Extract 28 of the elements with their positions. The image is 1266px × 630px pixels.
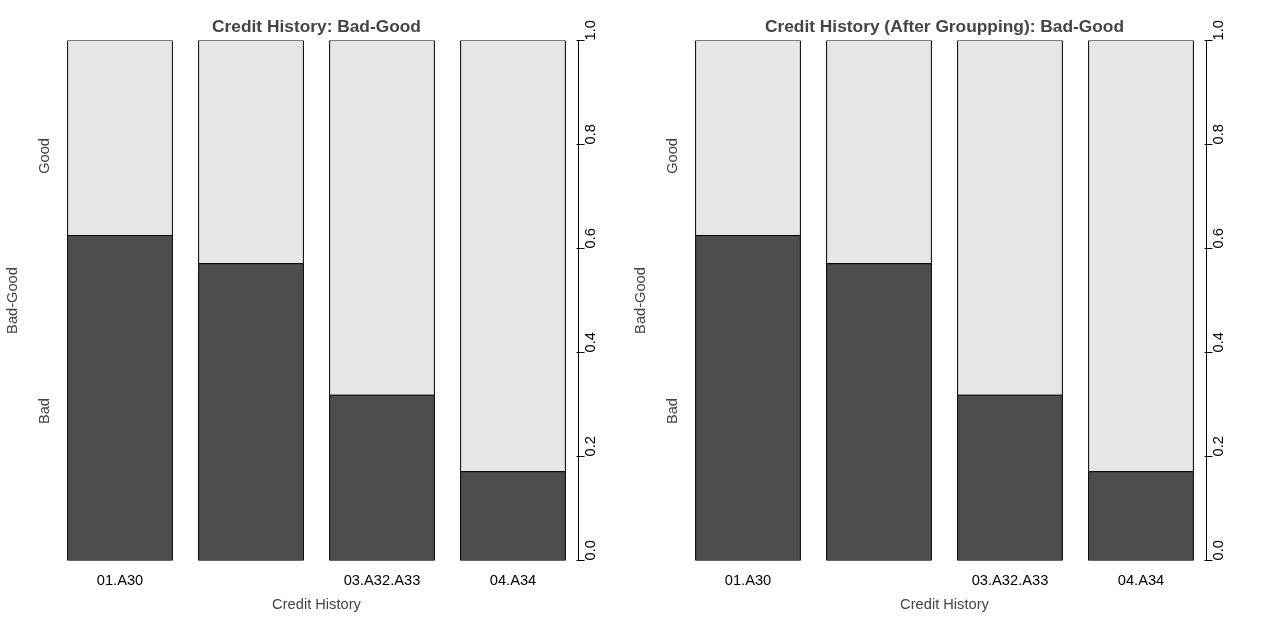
x-tick-label: 04.A34: [489, 571, 537, 588]
y-tick-label: 0.0: [1209, 540, 1226, 561]
y-tick-label: 0.2: [581, 436, 598, 457]
x-tick-label: 01.A30: [96, 571, 144, 588]
y-tick-label: 0.2: [1209, 436, 1226, 457]
x-axis-title: Credit History: [272, 595, 362, 612]
y-tick-label: 0.8: [1209, 124, 1226, 145]
y-tick-label: 0.4: [581, 332, 598, 353]
y-axis-title: Bad-Good: [631, 267, 648, 334]
x-axis-title: Credit History: [900, 595, 990, 612]
chart-title: Credit History (After Groupping): Bad-Good: [764, 15, 1125, 36]
y-tick-label: 0.6: [1209, 228, 1226, 249]
x-tick-label: 03.A32.A33: [343, 571, 421, 588]
y-tick-label: 0.0: [581, 540, 598, 561]
x-tick-label: 01.A30: [724, 571, 772, 588]
y-tick-label: 1.0: [581, 20, 598, 41]
x-tick-label: 03.A32.A33: [971, 571, 1049, 588]
text: Bad: [663, 398, 680, 425]
y-tick-label: 0.4: [1209, 332, 1226, 353]
text: Bad: [35, 398, 52, 425]
chart-title: Credit History: Bad-Good: [212, 15, 421, 36]
y-axis-title: Bad-Good: [3, 267, 20, 334]
x-tick-label: 04.A34: [1117, 571, 1165, 588]
y-tick-label: 1.0: [1209, 20, 1226, 41]
text: Good: [35, 137, 52, 174]
y-tick-label: 0.8: [581, 124, 598, 145]
text: Good: [663, 137, 680, 174]
y-tick-label: 0.6: [581, 228, 598, 249]
